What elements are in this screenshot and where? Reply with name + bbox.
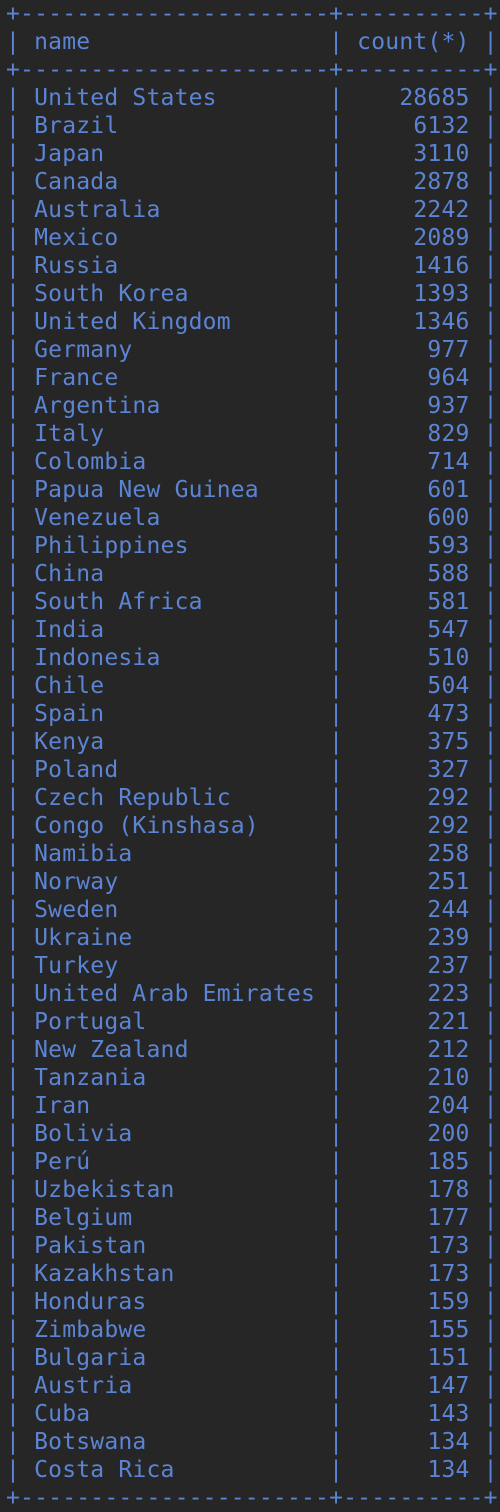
table-row: | Cuba | 143 | (6, 1401, 498, 1427)
table-row: | Bolivia | 200 | (6, 1121, 498, 1147)
table-row: | Chile | 504 | (6, 673, 498, 699)
table-row: | Austria | 147 | (6, 1373, 498, 1399)
table-row: | Papua New Guinea | 601 | (6, 477, 498, 503)
table-row: | Italy | 829 | (6, 421, 498, 447)
table-row: | France | 964 | (6, 365, 498, 391)
table-row: | Kenya | 375 | (6, 729, 498, 755)
table-row: | Norway | 251 | (6, 869, 498, 895)
table-row: | Pakistan | 173 | (6, 1233, 498, 1259)
table-row: | Indonesia | 510 | (6, 645, 498, 671)
table-row: | Congo (Kinshasa) | 292 | (6, 813, 498, 839)
table-row: | India | 547 | (6, 617, 498, 643)
table-row: | Turkey | 237 | (6, 953, 498, 979)
table-row: | Sweden | 244 | (6, 897, 498, 923)
table-row: | Venezuela | 600 | (6, 505, 498, 531)
table-row: | Kazakhstan | 173 | (6, 1261, 498, 1287)
table-header-row: | name | count(*) | (6, 29, 498, 55)
table-row: | Japan | 3110 | (6, 141, 498, 167)
table-row: | United Arab Emirates | 223 | (6, 981, 498, 1007)
table-row: | Colombia | 714 | (6, 449, 498, 475)
table-row: | Tanzania | 210 | (6, 1065, 498, 1091)
table-border-bottom: +----------------------+----------+ (6, 1485, 498, 1511)
table-row: | Belgium | 177 | (6, 1205, 498, 1231)
table-row: | Philippines | 593 | (6, 533, 498, 559)
table-row: | South Korea | 1393 | (6, 281, 498, 307)
table-row: | Honduras | 159 | (6, 1289, 498, 1315)
table-row: | Spain | 473 | (6, 701, 498, 727)
table-row: | United States | 28685 | (6, 85, 498, 111)
table-row: | Brazil | 6132 | (6, 113, 498, 139)
table-row: | Zimbabwe | 155 | (6, 1317, 498, 1343)
table-row: | Ukraine | 239 | (6, 925, 498, 951)
table-border-header: +----------------------+----------+ (6, 57, 498, 83)
table-row: | Costa Rica | 134 | (6, 1457, 498, 1483)
table-row: | Namibia | 258 | (6, 841, 498, 867)
table-row: | Iran | 204 | (6, 1093, 498, 1119)
table-row: | Uzbekistan | 178 | (6, 1177, 498, 1203)
table-row: | Canada | 2878 | (6, 169, 498, 195)
table-row: | Australia | 2242 | (6, 197, 498, 223)
table-border-top: +----------------------+----------+ (6, 1, 498, 27)
table-row: | Perú | 185 | (6, 1149, 498, 1175)
table-row: | Botswana | 134 | (6, 1429, 498, 1455)
table-row: | Germany | 977 | (6, 337, 498, 363)
table-row: | Argentina | 937 | (6, 393, 498, 419)
table-row: | United Kingdom | 1346 | (6, 309, 498, 335)
table-row: | China | 588 | (6, 561, 498, 587)
table-row: | Mexico | 2089 | (6, 225, 498, 251)
table-row: | New Zealand | 212 | (6, 1037, 498, 1063)
table-row: | South Africa | 581 | (6, 589, 498, 615)
table-row: | Poland | 327 | (6, 757, 498, 783)
table-row: | Czech Republic | 292 | (6, 785, 498, 811)
table-row: | Russia | 1416 | (6, 253, 498, 279)
table-row: | Bulgaria | 151 | (6, 1345, 498, 1371)
table-row: | Portugal | 221 | (6, 1009, 498, 1035)
